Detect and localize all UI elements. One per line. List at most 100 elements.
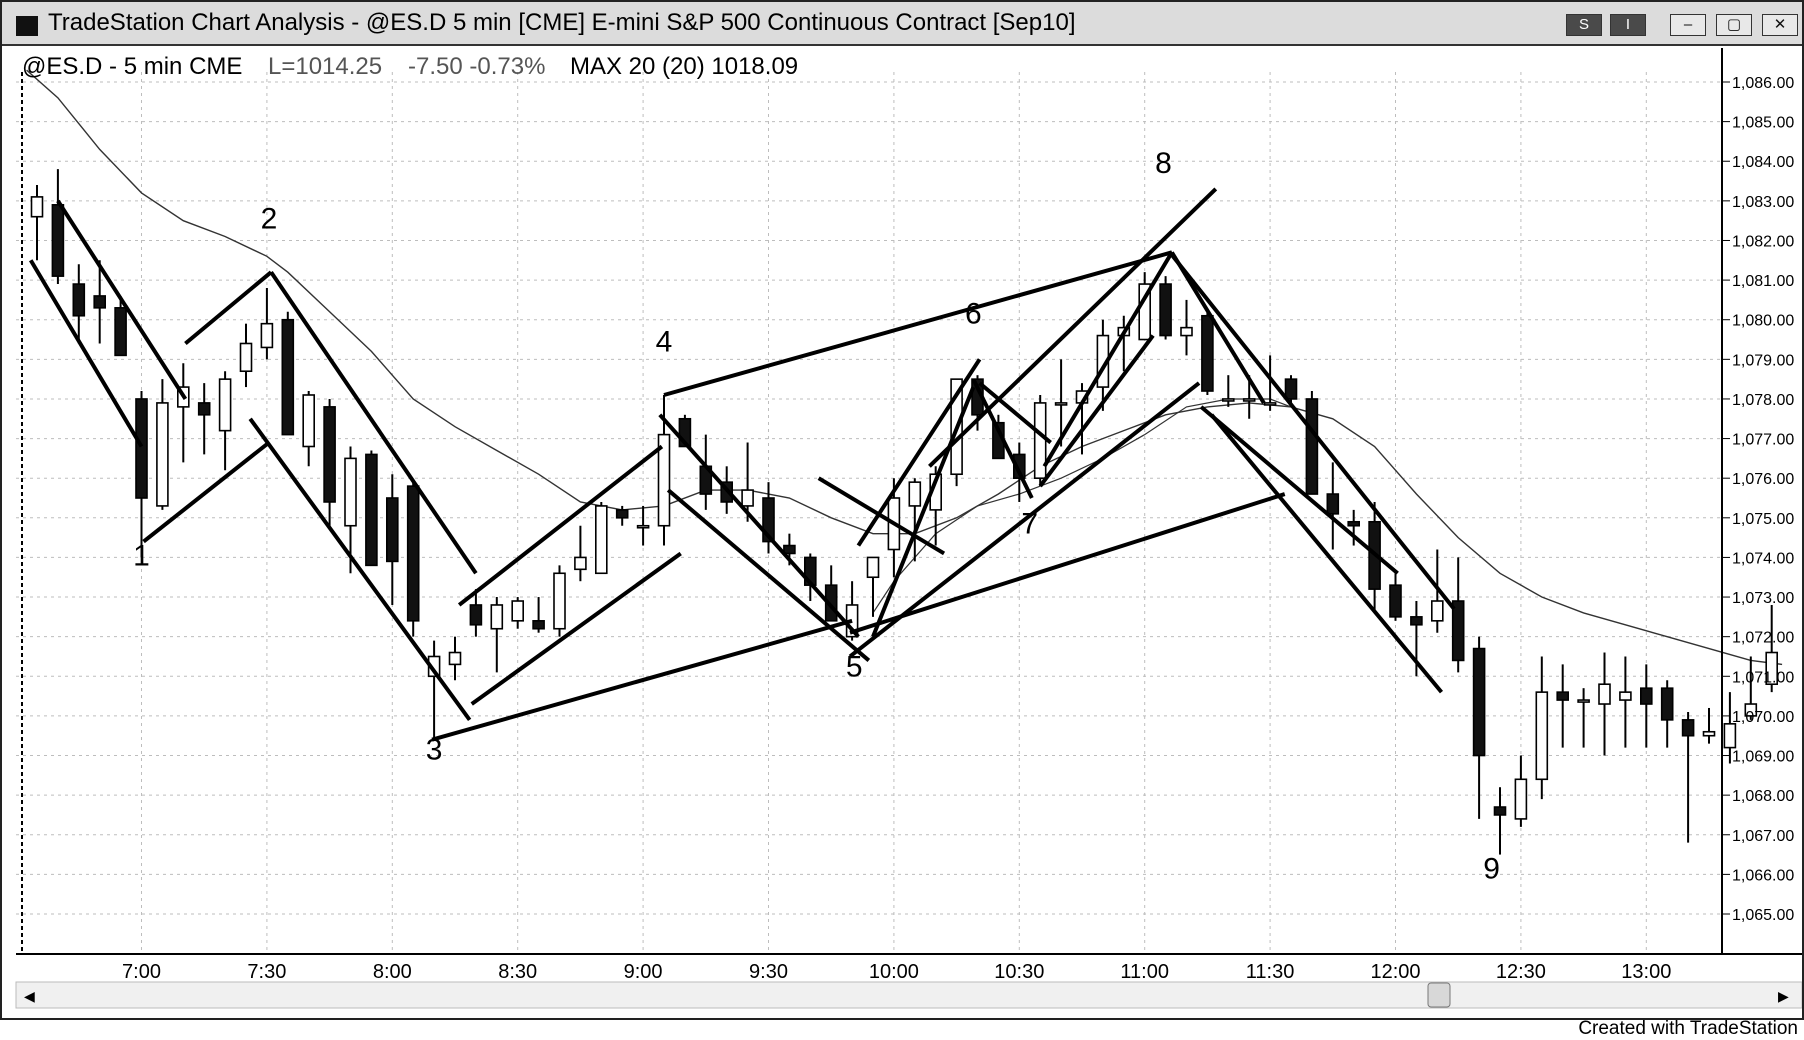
wave-label: 3 (426, 733, 443, 766)
close-button[interactable]: ✕ (1762, 14, 1798, 36)
candle-body (323, 406, 336, 503)
candle (218, 371, 232, 471)
horizontal-scrollbar[interactable] (15, 981, 1802, 1009)
time-tick-label: 7:30 (247, 961, 286, 983)
time-tick-label: 9:30 (749, 961, 788, 983)
candle (114, 295, 127, 357)
candle (1660, 680, 1674, 748)
candle (1389, 573, 1402, 621)
time-tick-label: 11:00 (1120, 961, 1169, 983)
candle-body (469, 604, 483, 626)
wave-labels-layer: 1 2 3 4 5 6 7 8 9 (133, 147, 1500, 885)
candle-body (1472, 647, 1486, 757)
wave-label: 8 (1155, 147, 1172, 180)
trendline (142, 440, 271, 544)
candle (1054, 359, 1068, 447)
candle-body (657, 433, 671, 527)
candle-body (1054, 402, 1068, 406)
candle-body (511, 600, 525, 622)
scroll-right-arrow-icon[interactable]: ▶ (1778, 988, 1789, 1004)
wave-label: 9 (1483, 852, 1500, 885)
wave-label: 5 (846, 650, 863, 683)
change-label: -7.50 -0.73% (408, 53, 545, 80)
candle-body (1347, 520, 1360, 527)
trendline (817, 476, 946, 556)
wave-label: 7 (1021, 508, 1038, 541)
price-chart[interactable]: 1 2 3 4 5 6 7 8 9 1,065.00 1,066.00 1,067.00 1,068.… (2, 46, 1802, 1020)
candle-body (1619, 691, 1632, 701)
candle (1556, 664, 1569, 748)
candle-body (783, 544, 796, 555)
candle-body (1284, 378, 1298, 400)
candle-body (532, 620, 545, 630)
price-tick-label: 1,080.00 (1732, 313, 1794, 330)
trendline (666, 488, 871, 662)
candle (741, 442, 754, 522)
candle (1493, 787, 1507, 855)
candle-body (1431, 600, 1444, 622)
price-tick-label: 1,071.00 (1732, 669, 1794, 686)
candle-body (1159, 283, 1172, 337)
candle-body (866, 556, 880, 579)
candle-body (1033, 402, 1047, 479)
candle (1222, 375, 1235, 407)
trendline (1210, 413, 1444, 694)
price-tick-label: 1,070.00 (1732, 709, 1794, 726)
candle-body (1263, 402, 1277, 406)
candle-body (1660, 687, 1674, 721)
candle (574, 525, 587, 582)
candle-body (678, 417, 692, 448)
minimize-button[interactable]: – (1670, 14, 1706, 36)
time-tick-label: 11:30 (1246, 961, 1295, 983)
indicator-menu-button[interactable]: I (1610, 14, 1646, 36)
candle-body (615, 509, 629, 519)
trendline (971, 378, 1034, 499)
trendline (457, 444, 664, 607)
price-tick-label: 1,077.00 (1732, 432, 1794, 449)
time-tick-label: 12:30 (1496, 961, 1546, 983)
candle-body (1744, 703, 1758, 717)
trendline (184, 270, 273, 346)
wave-label: 2 (261, 203, 278, 236)
trendline (658, 413, 860, 639)
candle-body (365, 453, 378, 567)
candle-body (114, 307, 127, 357)
title-bar[interactable]: TradeStation Chart Analysis - @ES.D 5 mi… (2, 2, 1802, 46)
candle (156, 379, 169, 510)
candle (1702, 707, 1716, 744)
candle (1347, 509, 1360, 546)
price-tick-label: 1,068.00 (1732, 788, 1794, 805)
trendline (29, 259, 144, 448)
candle-body (908, 481, 922, 507)
candle-body (1640, 687, 1653, 705)
candle-body (448, 651, 462, 666)
trendline (928, 187, 1218, 468)
candle (1033, 394, 1047, 487)
trendline (848, 381, 1201, 659)
scroll-left-arrow-icon[interactable]: ◀ (24, 988, 35, 1004)
maximize-button[interactable]: ▢ (1716, 14, 1752, 36)
candle-body (1201, 314, 1214, 392)
candle (1744, 656, 1758, 720)
scrollbar-thumb[interactable] (1427, 982, 1451, 1008)
symbol-menu-button[interactable]: S (1566, 14, 1602, 36)
time-tick-label: 9:00 (624, 961, 663, 983)
candle (469, 589, 483, 637)
trendline (1199, 405, 1399, 575)
candle-body (281, 318, 295, 436)
time-tick-label: 8:30 (498, 961, 537, 983)
candle (1681, 711, 1695, 843)
candle (1159, 276, 1172, 340)
secondary-average-line (872, 398, 1292, 614)
candle-body (30, 196, 44, 218)
footer-credit: Created with TradeStation (1578, 1018, 1798, 1039)
candle (448, 636, 462, 681)
price-tick-label: 1,076.00 (1732, 471, 1794, 488)
candle (406, 482, 420, 637)
window-title: TradeStation Chart Analysis - @ES.D 5 mi… (48, 9, 1076, 36)
candle-body (741, 489, 754, 507)
candle (51, 169, 65, 285)
price-tick-label: 1,085.00 (1732, 115, 1794, 132)
candle-body (1535, 691, 1549, 781)
